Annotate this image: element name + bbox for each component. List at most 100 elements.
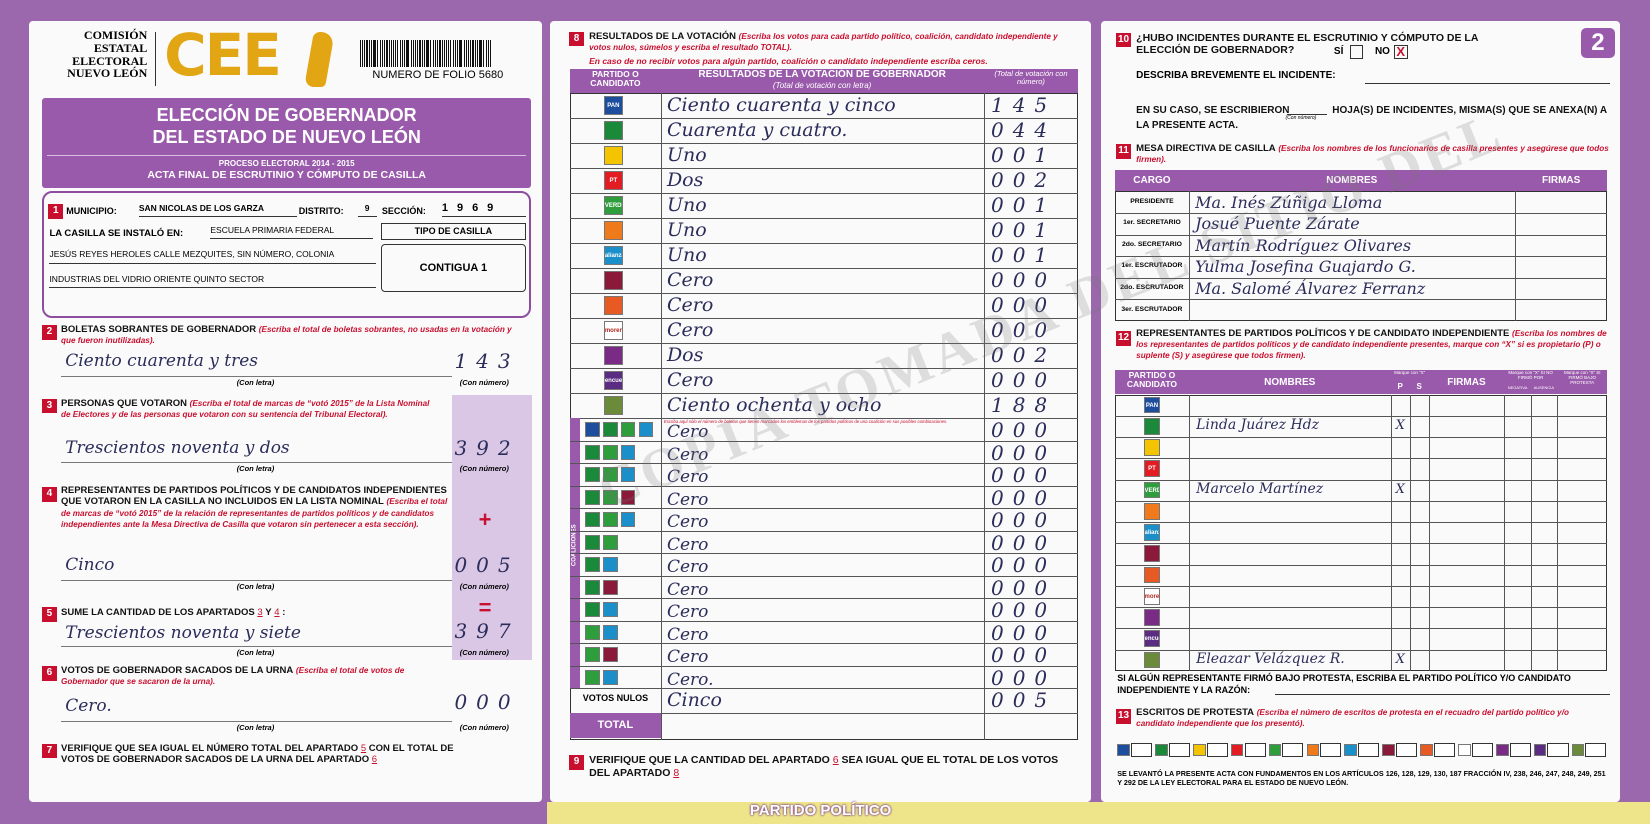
rule-line: [1115, 522, 1608, 523]
row-label: VOTOS NULOS: [582, 693, 649, 704]
option-label: NO: [1374, 46, 1390, 58]
title: DEL ESTADO DE NUEVO LEÓN: [152, 127, 421, 148]
operator-sign: +: [478, 507, 492, 533]
party-emblem: [602, 557, 618, 573]
label: LA CASILLA SE INSTALÓ EN:: [49, 228, 184, 240]
handwritten-name: Ma. Inés Zúñiga Lloma: [1195, 192, 1383, 212]
rule-line: [570, 598, 1079, 600]
handwritten-letter: Cinco: [65, 555, 115, 576]
section-heading: ¿HUBO INCIDENTES DURANTE EL ESCRUTINIO Y…: [1136, 32, 1515, 57]
section-heading: BOLETAS SOBRANTES DE GOBERNADOR (Escriba…: [61, 324, 524, 347]
handwritten-letter: Uno: [666, 143, 707, 166]
handwritten-letter: Cero: [666, 467, 709, 488]
party-emblem: [1155, 743, 1168, 757]
label: MUNICIPIO:: [66, 206, 117, 217]
section-number: 7: [42, 743, 57, 759]
header-cell: NOMBRES: [1264, 377, 1316, 389]
instruction: (Escriba el número de escritos de protes…: [1136, 707, 1569, 729]
handwritten-number: 145: [990, 92, 1057, 117]
section-number: 1: [48, 204, 64, 219]
section-text: :: [282, 607, 286, 618]
party-emblem: [620, 467, 636, 483]
handwritten-number: 392: [454, 435, 520, 460]
rule-line: [1530, 394, 1532, 671]
instruction: (Escriba el total de marcas de “votó 201…: [61, 497, 448, 530]
barcode-bar: [377, 39, 379, 68]
party-emblem: [1382, 743, 1395, 757]
header-cell: FIRMAS: [1541, 175, 1581, 187]
rule-line: [1115, 256, 1608, 258]
rule-line: [61, 579, 453, 581]
handwritten-letter: Cero: [666, 579, 709, 600]
handwritten-letter: Uno: [666, 193, 707, 216]
rule-line: [1115, 607, 1608, 608]
barcode-bar: [479, 39, 481, 68]
handwritten-number: 001: [990, 242, 1057, 267]
party-emblem: VERDE: [1143, 481, 1161, 499]
handwritten-letter: Ciento cuarenta y tres: [65, 351, 259, 372]
barcode-bar: [370, 39, 372, 68]
barcode-bar: [476, 39, 478, 68]
address-line: INDUSTRIAS DEL VIDRIO ORIENTE QUINTO SEC…: [49, 274, 376, 289]
rule-line: [1514, 191, 1516, 321]
section-text: VERIFIQUE QUE SEA IGUAL EL NÚMERO TOTAL …: [61, 742, 359, 754]
party-emblem: [1306, 743, 1320, 757]
header-cell: Marque con “X” SI NO FIRMÓ POR: [1508, 370, 1553, 381]
party-emblem: [1143, 439, 1161, 456]
barcode-bar: [364, 39, 365, 68]
caption: (Con letra): [236, 463, 275, 473]
barcode-bar: [445, 39, 448, 68]
table-header: [1115, 170, 1608, 192]
field-label: DESCRIBA BREVEMENTE EL INCIDENTE:: [1136, 70, 1336, 82]
party-emblem: [1344, 743, 1358, 757]
section-box: [42, 191, 532, 318]
role: 3er. ESCRUTADOR: [1121, 305, 1183, 313]
barcode-bar: [361, 39, 363, 68]
barcode-bar: [410, 39, 412, 68]
role: 2do. SECRETARIO: [1121, 240, 1182, 248]
rule-line: [1390, 394, 1392, 671]
rule-line: [1188, 191, 1190, 321]
party-emblem: alianza: [603, 245, 623, 265]
section-heading: ESCRITOS DE PROTESTA (Escriba el número …: [1136, 707, 1609, 730]
rule-line: [1115, 213, 1608, 215]
municipio: SAN NICOLAS DE LOS GARZA: [138, 203, 297, 217]
protest-box: [1358, 742, 1380, 758]
party-emblem: [584, 467, 600, 483]
rule-line: [983, 92, 985, 740]
panel: [1101, 21, 1621, 802]
barcode-bar: [392, 39, 395, 68]
protest-box: [1282, 742, 1304, 758]
party-emblem: [602, 534, 618, 550]
caption: (Con letra): [236, 722, 275, 732]
caption: (Con número): [1285, 114, 1317, 121]
barcode-bar: [428, 39, 429, 68]
header-cell: Marque con “X” SI FIRMÓ BAJO PROTESTA: [1563, 370, 1601, 385]
section-ref: 6: [371, 754, 378, 766]
rule-line: [47, 154, 526, 156]
page-badge: 2: [1581, 28, 1615, 58]
table-header: [570, 69, 1079, 93]
caption: (Con número): [459, 377, 509, 387]
note: En caso de no recibir votos para algún p…: [589, 55, 988, 66]
header-cell: FIRMAS: [1447, 377, 1486, 389]
seccion: 1969: [441, 202, 526, 217]
header-cell: (Total de votación con letra): [772, 81, 872, 90]
rule-line: [570, 688, 1079, 690]
handwritten-name: Eleazar Velázquez R.: [1196, 650, 1345, 667]
barcode: [359, 39, 495, 68]
distrito: 9: [357, 203, 377, 217]
rule-line: [570, 440, 1079, 442]
rule-line: [154, 31, 156, 87]
barcode-bar: [379, 39, 382, 68]
party-emblem: [584, 602, 600, 618]
role: PRESIDENTE: [1130, 197, 1174, 205]
handwritten-mark: X: [1395, 481, 1405, 497]
handwritten-letter: Cinco: [666, 689, 722, 712]
rule-line: [1115, 299, 1608, 301]
party-emblem: [1495, 743, 1509, 757]
section-heading: SUME LA CANTIDAD DE LOS APARTADOS 3 Y 4 …: [61, 607, 450, 618]
handwritten-letter: Dos: [666, 344, 704, 366]
casilla-type: CONTIGUA 1: [380, 244, 526, 293]
party-emblem: [602, 647, 618, 663]
